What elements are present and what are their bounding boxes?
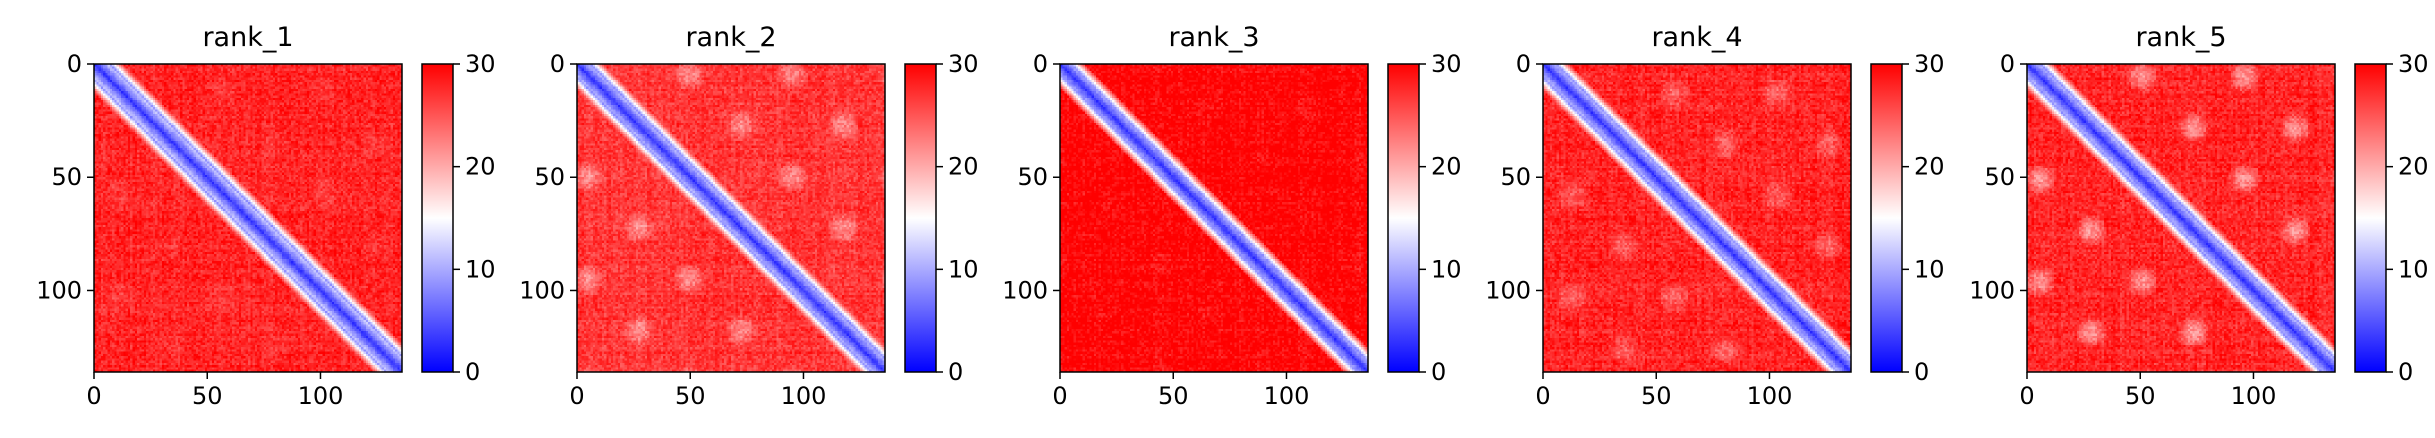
panel-title: rank_1	[202, 22, 293, 53]
y-tick-label: 100	[1485, 276, 1531, 304]
y-tick-label: 50	[1500, 163, 1531, 191]
x-tick-label: 100	[298, 382, 344, 410]
colorbar-tick-label: 10	[1914, 255, 1945, 283]
panel-4: rank_4 0 50 100 0 50 100 0 10 20 30	[1485, 22, 1944, 410]
x-tick-label: 50	[1641, 382, 1672, 410]
y-tick-label: 0	[550, 50, 565, 78]
colorbar-tick-label: 20	[1914, 153, 1945, 181]
x-tick-label: 0	[569, 382, 584, 410]
heatmap-image	[1060, 64, 1368, 372]
colorbar	[1387, 63, 1420, 373]
x-tick-label: 50	[192, 382, 223, 410]
y-tick-label: 0	[1033, 50, 1048, 78]
heatmap-image	[1543, 64, 1851, 372]
colorbar	[2354, 63, 2387, 373]
y-tick-label: 0	[1516, 50, 1531, 78]
x-tick-label: 0	[1052, 382, 1067, 410]
heatmap-frame	[2026, 63, 2336, 373]
heatmap-frame	[1059, 63, 1369, 373]
y-tick-label: 50	[1017, 163, 1048, 191]
colorbar-tick-label: 20	[1431, 153, 1462, 181]
colorbar-tick-label: 0	[2398, 358, 2413, 386]
y-tick-label: 0	[67, 50, 82, 78]
colorbar	[421, 63, 454, 373]
y-tick-label: 50	[534, 163, 565, 191]
heatmap-image	[2027, 64, 2335, 372]
colorbar-tick-label: 0	[948, 358, 963, 386]
y-tick-label: 100	[519, 276, 565, 304]
y-tick-label: 100	[1002, 276, 1048, 304]
x-tick-label: 0	[2019, 382, 2034, 410]
panel-5: rank_5 0 50 100 0 50 100 0 10 20 30	[1969, 22, 2428, 410]
panel-3: rank_3 0 50 100 0 50 100 0 10 20 30	[1002, 22, 1461, 410]
y-tick-label: 50	[51, 163, 82, 191]
x-tick-label: 100	[1264, 382, 1310, 410]
colorbar-tick-label: 20	[948, 153, 979, 181]
colorbar-tick-label: 0	[465, 358, 480, 386]
x-tick-label: 50	[2125, 382, 2156, 410]
colorbar-tick-label: 10	[1431, 255, 1462, 283]
x-tick-label: 100	[1747, 382, 1793, 410]
colorbar-tick-label: 10	[465, 255, 496, 283]
y-tick-label: 0	[2000, 50, 2015, 78]
x-tick-label: 50	[1158, 382, 1189, 410]
x-tick-label: 100	[781, 382, 827, 410]
x-tick-label: 0	[86, 382, 101, 410]
panel-1: rank_1 0 50 100 0 50 100 0 10 20 30	[36, 22, 495, 410]
x-tick-label: 50	[675, 382, 706, 410]
panel-2: rank_2 0 50 100 0 50 100 0 10 20 30	[519, 22, 978, 410]
colorbar-tick-label: 30	[2398, 50, 2429, 78]
heatmap-image	[577, 64, 885, 372]
colorbar-tick-label: 10	[2398, 255, 2429, 283]
colorbar-tick-label: 0	[1914, 358, 1929, 386]
colorbar-tick-label: 0	[1431, 358, 1446, 386]
y-tick-label: 100	[36, 276, 82, 304]
panel-title: rank_5	[2135, 22, 2226, 53]
panel-title: rank_2	[685, 22, 776, 53]
colorbar	[904, 63, 937, 373]
heatmap-frame	[576, 63, 886, 373]
x-tick-label: 0	[1535, 382, 1550, 410]
colorbar-tick-label: 30	[1914, 50, 1945, 78]
heatmap-image	[94, 64, 402, 372]
heatmap-frame	[1542, 63, 1852, 373]
y-tick-label: 50	[1984, 163, 2015, 191]
colorbar-tick-label: 30	[1431, 50, 1462, 78]
colorbar-tick-label: 30	[948, 50, 979, 78]
panel-title: rank_3	[1168, 22, 1259, 53]
x-tick-label: 100	[2231, 382, 2277, 410]
colorbar-tick-label: 10	[948, 255, 979, 283]
panel-title: rank_4	[1651, 22, 1742, 53]
colorbar-tick-label: 30	[465, 50, 496, 78]
colorbar-tick-label: 20	[465, 153, 496, 181]
colorbar-tick-label: 20	[2398, 153, 2429, 181]
colorbar	[1870, 63, 1903, 373]
y-tick-label: 100	[1969, 276, 2015, 304]
heatmap-frame	[93, 63, 403, 373]
